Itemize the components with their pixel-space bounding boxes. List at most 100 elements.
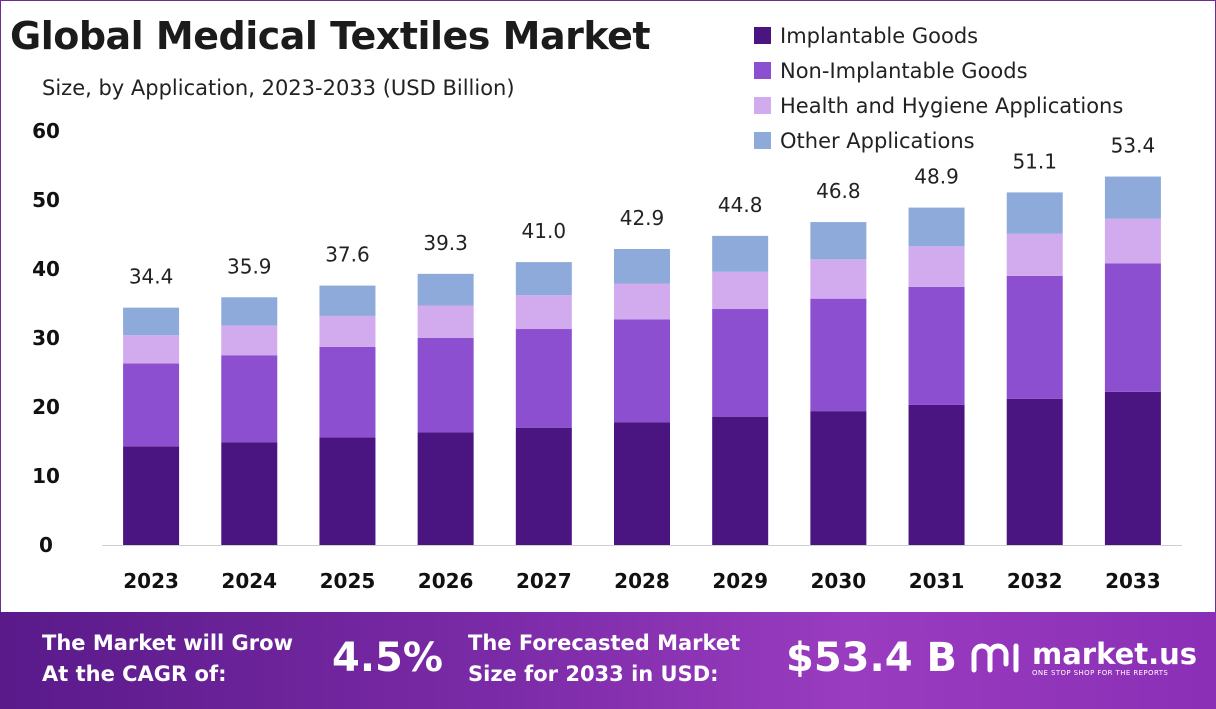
cagr-label-line1: The Market will Grow xyxy=(42,631,293,655)
y-tick-label: 10 xyxy=(32,464,60,488)
bar-segment xyxy=(123,335,180,364)
bar-segment xyxy=(221,325,278,356)
bar-total-label: 46.8 xyxy=(816,179,861,203)
legend-label-hygiene: Health and Hygiene Applications xyxy=(780,93,1124,118)
bar-segment xyxy=(123,363,180,447)
y-tick-label: 0 xyxy=(39,533,53,557)
bar-segment xyxy=(810,411,867,545)
bar-segment xyxy=(417,305,474,338)
bar-segment xyxy=(417,432,474,545)
stacked-bar-chart: 010203040506034.4202335.9202437.6202539.… xyxy=(32,119,1182,593)
bar-segment xyxy=(1104,263,1161,392)
legend-swatch-non-implantable xyxy=(754,62,771,79)
x-tick-label: 2026 xyxy=(418,569,474,593)
legend-label-implantable: Implantable Goods xyxy=(780,23,979,48)
x-tick-label: 2025 xyxy=(320,569,376,593)
forecast-label: The Forecasted Market Size for 2033 in U… xyxy=(468,628,740,690)
cagr-label-line2: At the CAGR of: xyxy=(42,662,227,686)
bar-segment xyxy=(1006,398,1063,545)
bar-segment xyxy=(908,404,965,545)
forecast-label-line2: Size for 2033 in USD: xyxy=(468,662,719,686)
legend-swatch-hygiene xyxy=(754,97,771,114)
legend-item-hygiene: Health and Hygiene Applications xyxy=(754,88,1123,123)
bar-segment xyxy=(614,422,670,545)
bar-segment xyxy=(515,262,572,296)
market-us-logo: market.us ONE STOP SHOP FOR THE REPORTS xyxy=(968,638,1197,678)
bar-segment xyxy=(712,235,769,272)
bar-total-label: 44.8 xyxy=(718,193,763,217)
bar-total-label: 53.4 xyxy=(1111,134,1156,158)
bar-total-label: 39.3 xyxy=(423,231,468,255)
bar-segment xyxy=(614,283,670,320)
legend-item-non-implantable: Non-Implantable Goods xyxy=(754,53,1123,88)
bar-total-label: 37.6 xyxy=(325,243,370,267)
x-tick-label: 2023 xyxy=(123,569,179,593)
chart-legend: Implantable Goods Non-Implantable Goods … xyxy=(754,18,1123,158)
bar-segment xyxy=(1104,218,1161,264)
forecast-label-line1: The Forecasted Market xyxy=(468,631,741,655)
bar-total-label: 48.9 xyxy=(914,165,959,189)
logo-tagline: ONE STOP SHOP FOR THE REPORTS xyxy=(1032,669,1169,677)
bar-segment xyxy=(712,309,769,417)
bar-segment xyxy=(810,298,867,412)
bar-total-label: 42.9 xyxy=(620,206,665,230)
bar-segment xyxy=(417,273,474,306)
x-tick-label: 2032 xyxy=(1007,569,1063,593)
x-tick-label: 2033 xyxy=(1105,569,1161,593)
legend-item-implantable: Implantable Goods xyxy=(754,18,1123,53)
bar-total-label: 35.9 xyxy=(227,254,272,278)
bar-segment xyxy=(1006,233,1063,276)
bar-segment xyxy=(1006,192,1063,234)
cagr-label: The Market will Grow At the CAGR of: xyxy=(42,628,293,690)
bar-segment xyxy=(908,246,965,287)
x-tick-label: 2029 xyxy=(712,569,768,593)
y-tick-label: 60 xyxy=(32,119,60,143)
legend-label-non-implantable: Non-Implantable Goods xyxy=(780,58,1028,83)
forecast-value: $53.4 B xyxy=(786,635,957,681)
bar-segment xyxy=(1104,176,1161,219)
bar-segment xyxy=(123,446,180,545)
bar-segment xyxy=(614,319,670,423)
x-tick-label: 2031 xyxy=(909,569,965,593)
y-tick-label: 30 xyxy=(32,326,60,350)
bar-total-label: 41.0 xyxy=(522,219,567,243)
bar-segment xyxy=(908,286,965,405)
bar-segment xyxy=(515,329,572,428)
y-tick-label: 40 xyxy=(32,257,60,281)
legend-label-other: Other Applications xyxy=(780,128,975,153)
bar-total-label: 34.4 xyxy=(129,265,174,289)
y-tick-label: 20 xyxy=(32,395,60,419)
x-tick-label: 2028 xyxy=(614,569,670,593)
x-tick-label: 2024 xyxy=(221,569,277,593)
bar-segment xyxy=(123,307,180,336)
bar-segment xyxy=(417,338,474,433)
bar-segment xyxy=(515,295,572,330)
bar-segment xyxy=(908,207,965,247)
legend-swatch-implantable xyxy=(754,27,771,44)
chart-subtitle: Size, by Application, 2023-2033 (USD Bil… xyxy=(42,76,515,100)
legend-item-other: Other Applications xyxy=(754,123,1123,158)
bar-segment xyxy=(810,259,867,299)
cagr-value: 4.5% xyxy=(332,635,443,681)
footer-banner: The Market will Grow At the CAGR of: 4.5… xyxy=(0,612,1216,709)
x-tick-label: 2027 xyxy=(516,569,572,593)
legend-swatch-other xyxy=(754,132,771,149)
bar-segment xyxy=(810,222,867,260)
bar-segment xyxy=(712,416,769,545)
bar-segment xyxy=(1006,275,1063,399)
bar-segment xyxy=(515,427,572,545)
bar-segment xyxy=(221,442,278,545)
bar-segment xyxy=(1104,391,1161,545)
y-tick-label: 50 xyxy=(32,188,60,212)
market-us-logo-icon xyxy=(971,643,1019,673)
bar-total-label: 51.1 xyxy=(1012,149,1057,173)
bar-segment xyxy=(319,285,376,316)
bar-segment xyxy=(221,297,278,326)
bar-segment xyxy=(614,248,670,284)
bar-segment xyxy=(712,271,769,310)
bar-segment xyxy=(319,346,376,438)
bar-segment xyxy=(319,315,376,347)
x-tick-label: 2030 xyxy=(811,569,867,593)
bar-segment xyxy=(319,437,376,545)
bar-segment xyxy=(221,355,278,443)
